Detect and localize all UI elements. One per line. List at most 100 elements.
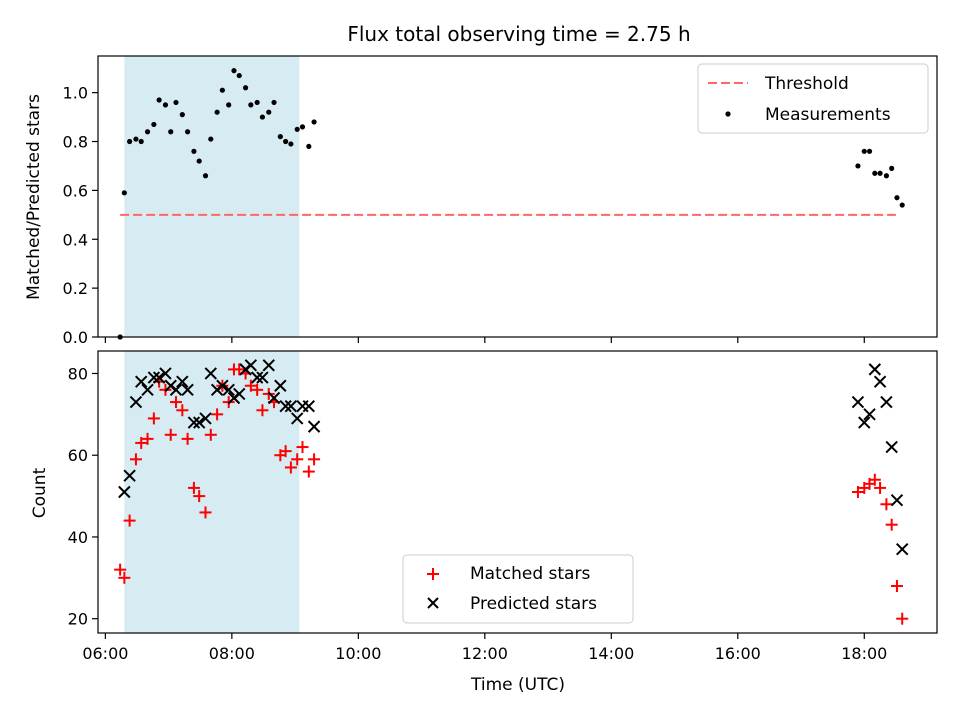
predicted-star-point	[863, 408, 876, 421]
predicted-star-point	[284, 399, 298, 413]
predicted-star-point	[291, 412, 304, 425]
x-axis-label: Time (UTC)	[470, 675, 565, 695]
predicted-star-point	[890, 493, 904, 507]
matched-star-point	[880, 498, 893, 511]
predicted-star-point	[199, 412, 212, 425]
measurement-point	[168, 129, 174, 135]
matched-star-point	[874, 481, 887, 494]
matched-star-point	[244, 379, 257, 392]
top-legend-box	[697, 63, 929, 134]
matched-star-point	[164, 428, 177, 441]
predicted-star-point	[250, 371, 264, 384]
matched-star-point	[284, 461, 297, 474]
predicted-star-point	[262, 359, 275, 372]
measurement-point	[248, 102, 254, 108]
matched-star-point	[129, 453, 142, 466]
measurement-point	[156, 97, 162, 103]
predicted-star-point	[129, 395, 143, 409]
matched-star-point	[279, 445, 292, 458]
measurement-point	[173, 99, 179, 106]
measurement-point	[231, 68, 237, 74]
predicted-star-point	[851, 395, 865, 409]
predicted-star-point	[181, 383, 194, 397]
predicted-star-point	[267, 391, 281, 405]
matched-star-point	[147, 412, 160, 425]
measurement-point	[226, 102, 232, 108]
measurement-point	[283, 138, 289, 145]
predicted-star-point	[176, 375, 189, 388]
predicted-star-point	[233, 387, 246, 401]
top-x-ticks	[104, 337, 865, 343]
bottom-xtick-label: 10:00	[335, 644, 381, 663]
top-y-axis: 0.0 0.2 0.4 0.6 0.8 1.0	[63, 84, 98, 347]
predicted-star-point	[135, 375, 148, 388]
predicted-star-point	[204, 367, 217, 380]
measurement-point	[179, 112, 185, 118]
predicted-star-point	[256, 371, 269, 384]
predicted-star-point	[873, 375, 887, 388]
measurement-point	[872, 170, 878, 176]
bottom-ytick-label: 40	[68, 528, 88, 547]
measurement-point	[133, 136, 139, 142]
matched-star-point	[308, 453, 321, 466]
measurement-point	[162, 102, 169, 108]
top-axes-frame	[97, 55, 938, 338]
predicted-star-point	[192, 416, 206, 429]
bottom-axes-frame	[97, 350, 938, 634]
measurement-point	[151, 121, 157, 128]
predicted-star-point	[244, 359, 258, 372]
bottom-shaded-span	[124, 351, 300, 633]
measurement-point	[138, 138, 144, 145]
measurement-point	[208, 136, 214, 142]
legend-threshold-label: Threshold	[764, 74, 849, 94]
top-shaded-span	[124, 56, 300, 337]
measurement-point	[861, 148, 867, 154]
top-panel: 0.0 0.2 0.4 0.6 0.8 1.0 Matched/Predicted sta…	[24, 55, 938, 347]
measurement-point	[266, 109, 272, 115]
top-y-axis-label: Matched/Predicted stars	[24, 94, 44, 300]
bottom-legend: Matched stars Predicted stars	[402, 554, 634, 624]
matched-star-point	[141, 432, 154, 445]
measurement-point	[299, 124, 306, 130]
matched-star-point	[868, 473, 881, 486]
matched-star-point	[135, 436, 148, 449]
measurement-point	[855, 163, 861, 169]
measurement-point	[236, 72, 242, 79]
predicted-star-point	[858, 416, 871, 429]
matched-star-point	[123, 514, 136, 527]
matched-star-point	[187, 481, 200, 494]
matched-star-point	[291, 453, 304, 466]
top-ytick-label: 0.2	[63, 279, 88, 298]
matched-star-point	[296, 441, 309, 454]
measurement-point	[191, 148, 197, 154]
matched-star-point	[211, 408, 224, 421]
predicted-star-point	[187, 416, 201, 429]
predicted-star-point	[880, 395, 893, 409]
predicted-star-point	[216, 379, 229, 392]
bottom-x-axis: 06:00 08:00 10:00 12:00 14:00 16:00 18:00	[82, 633, 887, 663]
bottom-xtick-label: 16:00	[715, 644, 761, 663]
measurement-point	[306, 143, 312, 150]
predicted-star-point	[169, 383, 183, 397]
predicted-star-point	[152, 371, 166, 384]
top-ytick-label: 1.0	[63, 84, 88, 103]
predicted-star-point	[141, 383, 154, 397]
matched-star-point	[114, 563, 127, 576]
measurement-point	[219, 87, 225, 93]
top-ytick-label: 0.8	[63, 133, 88, 152]
predicted-star-point	[302, 399, 316, 413]
measurement-point	[196, 158, 202, 164]
bottom-xtick-label: 08:00	[209, 644, 255, 663]
matched-star-point	[181, 432, 194, 445]
matched-star-point	[176, 404, 189, 417]
measurement-point	[883, 173, 890, 179]
matched-star-point	[193, 490, 206, 503]
legend-predicted-label: Predicted stars	[470, 594, 597, 614]
measurement-point	[894, 195, 900, 201]
legend-matched-swatch	[427, 568, 439, 580]
measurement-point	[889, 165, 895, 171]
measurement-point	[277, 134, 283, 140]
matched-star-point	[251, 383, 264, 396]
measurement-point	[877, 170, 883, 176]
